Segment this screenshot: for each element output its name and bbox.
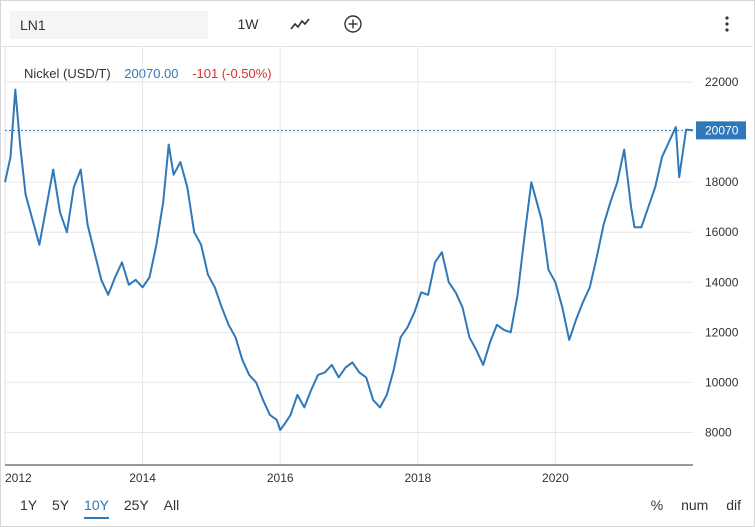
x-tick-label: 2020 [542, 471, 569, 485]
vertical-dots-icon[interactable] [720, 12, 734, 36]
y-tick-label: 16000 [705, 225, 739, 239]
range-selector: 1Y 5Y 10Y 25Y All [20, 497, 190, 519]
x-tick-label: 2014 [129, 471, 156, 485]
range-1y[interactable]: 1Y [20, 497, 38, 513]
last-price-tag: 20070 [696, 121, 746, 140]
y-tick-label: 10000 [705, 375, 739, 389]
mode-percent[interactable]: % [650, 497, 664, 513]
instrument-name: Nickel (USD/T) [24, 66, 111, 81]
range-5y[interactable]: 5Y [52, 497, 70, 513]
range-25y[interactable]: 25Y [123, 497, 149, 513]
y-axis: 8000 10000 12000 14000 16000 18000 22000 [705, 75, 739, 439]
y-tick-label: 14000 [705, 275, 739, 289]
price-change: -101 (-0.50%) [192, 66, 272, 81]
symbol-input[interactable] [10, 11, 208, 39]
range-10y[interactable]: 10Y [84, 497, 109, 519]
display-mode-selector: % num dif [637, 497, 741, 513]
y-tick-label: 18000 [705, 175, 739, 189]
mode-num[interactable]: num [681, 497, 709, 513]
y-tick-label: 8000 [705, 425, 732, 439]
grid [4, 47, 693, 465]
mode-dif[interactable]: dif [726, 497, 741, 513]
last-price: 20070.00 [124, 66, 179, 81]
series-line-nickel [4, 88, 694, 431]
x-tick-label: 2016 [267, 471, 294, 485]
y-tick-label: 12000 [705, 325, 739, 339]
range-all[interactable]: All [163, 497, 180, 513]
x-tick-label: 2012 [5, 471, 32, 485]
x-tick-label: 2018 [404, 471, 431, 485]
interval-button[interactable]: 1W [237, 16, 259, 32]
x-axis: 2012 2014 2016 2018 2020 [5, 464, 693, 485]
plus-circle-icon[interactable] [342, 12, 364, 36]
last-price-tag-label: 20070 [705, 123, 739, 137]
y-tick-label: 22000 [705, 75, 739, 89]
quote-header: Nickel (USD/T) 20070.00 -101 (-0.50%) [24, 66, 272, 81]
chart-toolbar: 1W [0, 0, 753, 47]
line-chart-icon[interactable] [289, 12, 311, 36]
